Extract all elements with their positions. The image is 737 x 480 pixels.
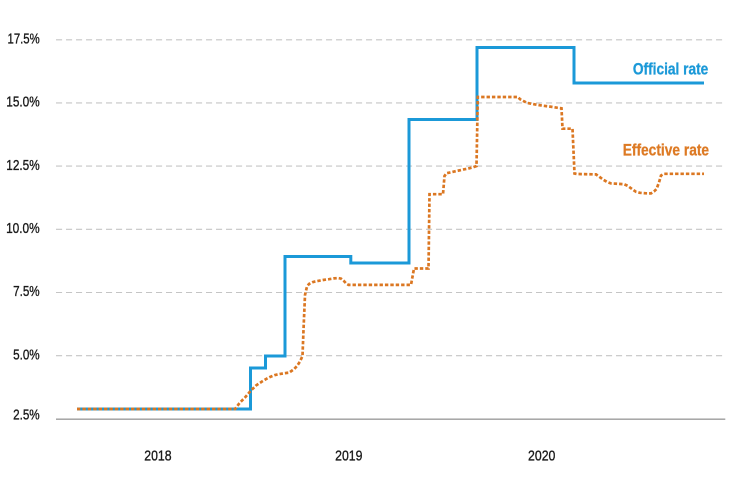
svg-text:12.5%: 12.5% xyxy=(6,157,39,174)
svg-text:15.0%: 15.0% xyxy=(6,94,39,111)
svg-text:2.5%: 2.5% xyxy=(13,407,40,424)
svg-text:2019: 2019 xyxy=(335,447,362,464)
svg-text:17.5%: 17.5% xyxy=(8,31,40,48)
svg-text:10.0%: 10.0% xyxy=(6,220,40,237)
svg-text:Effective rate: Effective rate xyxy=(623,140,709,159)
svg-text:2018: 2018 xyxy=(144,447,171,464)
svg-text:7.5%: 7.5% xyxy=(13,283,40,300)
svg-text:Official rate: Official rate xyxy=(633,60,708,79)
svg-text:5.0%: 5.0% xyxy=(13,346,40,363)
svg-text:2020: 2020 xyxy=(528,447,555,464)
